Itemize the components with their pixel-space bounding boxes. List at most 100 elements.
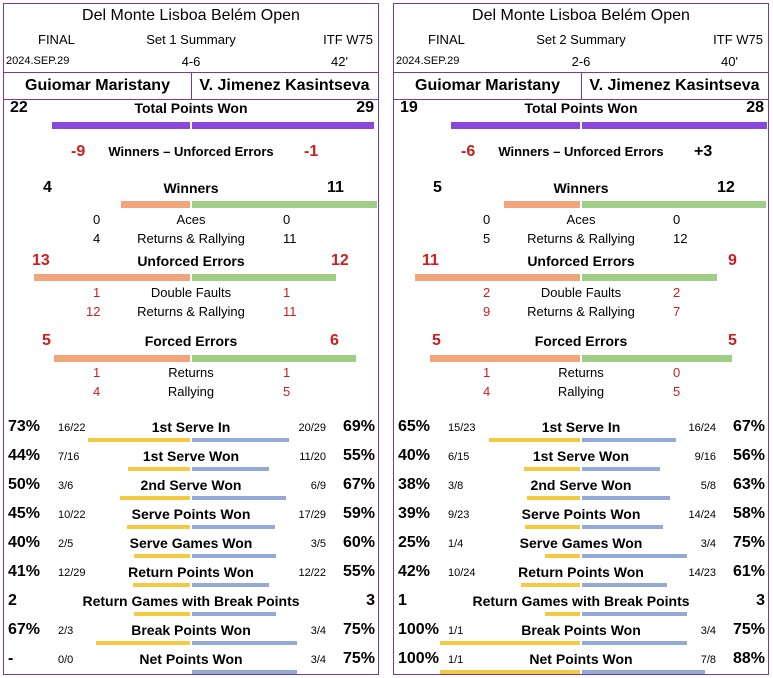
ue-p2: 12 — [331, 252, 349, 269]
stat-p2-fraction: 11/20 — [299, 451, 326, 463]
ue-bar-p2 — [582, 274, 717, 281]
stat-p2-value: 88% — [732, 650, 765, 667]
fe-label: Forced Errors — [534, 333, 628, 349]
set-duration: 42' — [331, 54, 348, 69]
stat-label: 1st Serve Won — [532, 448, 630, 464]
stat-p1-value: 100% — [398, 621, 439, 638]
winners-bar-p2 — [582, 201, 766, 208]
stat-bar-p1 — [120, 496, 190, 500]
ue-label: Unforced Errors — [527, 253, 635, 269]
fe-ret-p2: 1 — [283, 365, 291, 380]
fe-p1: 5 — [42, 332, 51, 349]
stat-bar-p2 — [192, 670, 297, 674]
aces-p2: 0 — [673, 212, 681, 227]
stat-p1-fraction: 10/22 — [58, 509, 86, 521]
stat-p2-value: 55% — [342, 563, 375, 580]
stat-p2-fraction: 12/22 — [298, 567, 326, 579]
stat-bar-p1 — [88, 438, 190, 442]
name-divider — [191, 73, 192, 99]
df-p1: 1 — [93, 285, 101, 300]
stat-bar-p2 — [582, 583, 667, 587]
fe-label: Forced Errors — [144, 333, 238, 349]
total-points-label: Total Points Won — [524, 100, 638, 116]
stat-p2-fraction: 6/9 — [310, 480, 326, 492]
fe-rally-p1: 4 — [483, 384, 491, 399]
fe-rally-label: Rallying — [557, 384, 605, 399]
stat-p2-fraction: 3/4 — [310, 654, 326, 666]
ue-rr-p1: 9 — [483, 304, 491, 319]
ue-p1: 13 — [32, 252, 50, 269]
stat-label: Return Points Won — [518, 564, 644, 580]
set-score: 4-6 — [181, 54, 201, 69]
round-label: FINAL — [428, 32, 465, 47]
category-label: ITF W75 — [323, 32, 373, 47]
stat-p1-value: 25% — [398, 534, 431, 551]
aces-p2: 0 — [283, 212, 291, 227]
stat-bar-p1 — [527, 496, 580, 500]
stat-bar-p1 — [134, 612, 190, 616]
stat-p1-value: 39% — [398, 505, 431, 522]
wue-p2: -1 — [304, 143, 319, 160]
total-points-bar-p2 — [192, 122, 374, 129]
stat-p2-fraction: 16/24 — [688, 422, 716, 434]
aces-label: Aces — [176, 212, 206, 227]
stat-p1-value: 40% — [398, 447, 431, 464]
fe-bar-p2 — [192, 355, 356, 362]
stat-p2-fraction: 14/23 — [688, 567, 716, 579]
win-rr-label: Returns & Rallying — [527, 231, 635, 246]
total-points-bar-p1 — [52, 122, 190, 129]
aces-p1: 0 — [93, 212, 101, 227]
stat-bar-p1 — [525, 525, 580, 529]
winners-bar-p2 — [192, 201, 377, 208]
ue-bar-p2 — [192, 274, 336, 281]
set-label: Set 1 Summary — [146, 32, 236, 47]
stat-label: Return Games with Break Points — [472, 593, 690, 609]
stat-label: Serve Games Won — [129, 535, 253, 551]
wue-label: Winners – Unforced Errors — [498, 144, 664, 159]
set-duration: 40' — [721, 54, 738, 69]
stat-bar-p1 — [545, 554, 580, 558]
stat-label: Net Points Won — [529, 651, 633, 667]
df-p1: 2 — [483, 285, 491, 300]
stat-p2-value: 67% — [732, 418, 765, 435]
stat-p1-fraction: 9/23 — [448, 509, 470, 521]
stat-p2-value: 75% — [342, 621, 375, 638]
stat-p1-fraction: 15/23 — [448, 422, 476, 434]
stat-p2-value: 69% — [342, 418, 375, 435]
stat-p1-value: - — [8, 650, 14, 667]
stat-p2-fraction: 3/4 — [700, 625, 716, 637]
df-p2: 1 — [283, 285, 291, 300]
stat-bar-p2 — [192, 641, 297, 645]
fe-rally-p1: 4 — [93, 384, 101, 399]
stat-p1-fraction: 3/6 — [58, 480, 74, 492]
stat-p2-fraction: 17/29 — [298, 509, 326, 521]
stat-p1-fraction: 1/4 — [448, 538, 464, 550]
stat-bar-p2 — [582, 438, 676, 442]
fe-bar-p2 — [582, 355, 732, 362]
stat-label: 1st Serve In — [151, 419, 231, 435]
ue-rr-p1: 12 — [86, 304, 101, 319]
stat-label: 1st Serve Won — [142, 448, 240, 464]
stat-bar-p2 — [582, 670, 705, 674]
round-label: FINAL — [38, 32, 75, 47]
stat-p1-fraction: 7/16 — [58, 451, 80, 463]
fe-bar-p1 — [430, 355, 580, 362]
df-label: Double Faults — [150, 285, 232, 300]
stat-label: Net Points Won — [139, 651, 243, 667]
stat-bar-p1 — [127, 525, 190, 529]
stat-p2-value: 63% — [732, 476, 765, 493]
ue-label: Unforced Errors — [137, 253, 245, 269]
win-rr-label: Returns & Rallying — [137, 231, 245, 246]
winners-label: Winners — [553, 180, 609, 196]
fe-rally-label: Rallying — [167, 384, 215, 399]
total-points-bar-p2 — [582, 122, 767, 129]
stat-p2-value: 55% — [342, 447, 375, 464]
stat-p2-fraction: 20/29 — [298, 422, 326, 434]
stat-p1-fraction: 0/0 — [58, 654, 74, 666]
winners-bar-p1 — [121, 201, 190, 208]
stat-bar-p2 — [582, 496, 670, 500]
stat-bar-p2 — [192, 554, 276, 558]
win-rr-p1: 4 — [93, 231, 101, 246]
winners-bar-p1 — [504, 201, 580, 208]
stat-p2-value: 60% — [342, 534, 375, 551]
